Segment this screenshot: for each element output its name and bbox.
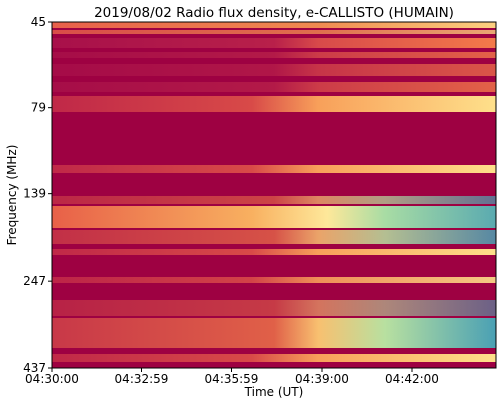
y-tick-label: 45 xyxy=(31,15,46,29)
x-tick-label: 04:35:59 xyxy=(205,372,259,386)
x-tick-label: 04:30:00 xyxy=(25,372,79,386)
y-tick-label: 79 xyxy=(31,101,46,115)
x-tick-label: 04:42:00 xyxy=(385,372,439,386)
chart-title: 2019/08/02 Radio flux density, e-CALLIST… xyxy=(94,5,454,21)
plot-frame xyxy=(51,21,497,369)
y-tick-label: 437 xyxy=(23,361,46,375)
y-tick-label: 247 xyxy=(23,274,46,288)
y-axis-label: Frequency (MHz) xyxy=(5,145,19,246)
y-tick-label: 139 xyxy=(23,187,46,201)
x-axis-label: Time (UT) xyxy=(244,385,304,399)
x-tick-label: 04:39:00 xyxy=(295,372,349,386)
x-tick-label: 04:32:59 xyxy=(115,372,169,386)
spectrogram xyxy=(52,22,496,368)
